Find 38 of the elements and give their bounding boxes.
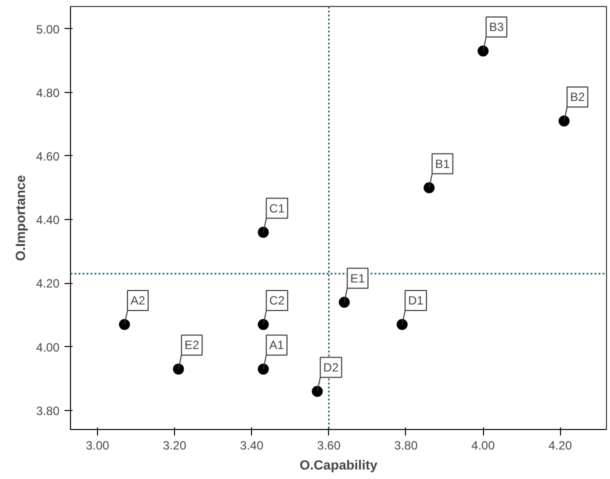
point: [118, 319, 130, 330]
y-tick-label: 4.40: [36, 213, 60, 228]
point: [478, 46, 489, 57]
x-tick-label: 3.60: [317, 438, 341, 452]
point: [338, 296, 350, 308]
annotation: A2: [130, 294, 146, 308]
point: [258, 364, 269, 375]
point: [258, 226, 269, 238]
annotation: C2: [269, 294, 285, 308]
annotation: B3: [489, 20, 504, 34]
x-tick-label: 3.40: [240, 438, 264, 452]
annotation: A1: [269, 338, 284, 352]
annotation: C1: [269, 201, 285, 216]
point: [172, 364, 184, 375]
x-tick-label: 3.00: [86, 438, 110, 452]
annotation: D1: [408, 294, 424, 308]
annotation: E1: [350, 271, 366, 286]
y-tick-label: 4.20: [36, 276, 60, 291]
annotation: B1: [435, 156, 450, 171]
y-tick-label: 4.60: [36, 149, 60, 164]
x-axis-title: O.Capability: [300, 458, 378, 472]
y-tick-label: 5.00: [36, 22, 60, 36]
annotation: D2: [323, 360, 339, 374]
point: [424, 182, 435, 194]
y-tick-label: 3.80: [36, 404, 60, 418]
point: [258, 319, 269, 330]
point: [396, 319, 408, 330]
x-tick-label: 3.20: [162, 438, 187, 452]
y-tick-label: 4.80: [36, 86, 60, 100]
x-tick-label: 3.80: [394, 438, 418, 452]
y-tick-label: 4.00: [36, 340, 60, 354]
x-tick-label: 4.20: [548, 438, 572, 452]
y-axis-title: O.Importance: [13, 175, 28, 261]
annotation: B2: [570, 90, 586, 104]
x-tick-label: 4.00: [471, 438, 496, 452]
annotation: E2: [184, 338, 200, 352]
point: [312, 386, 323, 397]
point: [558, 116, 570, 126]
